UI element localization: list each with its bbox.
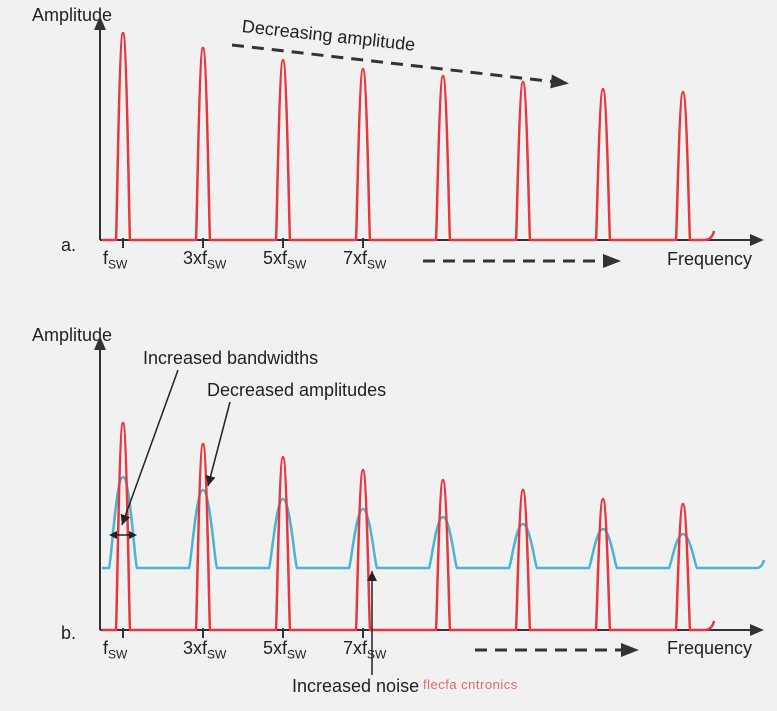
tick-label: 3xfSW (183, 638, 226, 662)
tick-label: 7xfSW (343, 248, 386, 272)
watermark-text: flecfa cntronics (423, 677, 518, 692)
x-axis-label-a: Frequency (667, 249, 752, 270)
tick-label: fSW (103, 248, 127, 272)
panel-a-tag: a. (61, 235, 76, 256)
panel-b: Amplitude b. Increased bandwidths Decrea… (0, 320, 777, 700)
tick-label: fSW (103, 638, 127, 662)
panel-a: Amplitude a. Decreasing amplitude Freque… (0, 0, 777, 295)
panel-b-tag: b. (61, 623, 76, 644)
tick-label: 5xfSW (263, 248, 306, 272)
increased-noise-label: Increased noise (292, 676, 419, 697)
decreased-amplitudes-label: Decreased amplitudes (207, 380, 386, 401)
increased-bandwidths-label: Increased bandwidths (143, 348, 318, 369)
tick-label: 3xfSW (183, 248, 226, 272)
tick-label: 7xfSW (343, 638, 386, 662)
x-axis-label-b: Frequency (667, 638, 752, 659)
tick-label: 5xfSW (263, 638, 306, 662)
